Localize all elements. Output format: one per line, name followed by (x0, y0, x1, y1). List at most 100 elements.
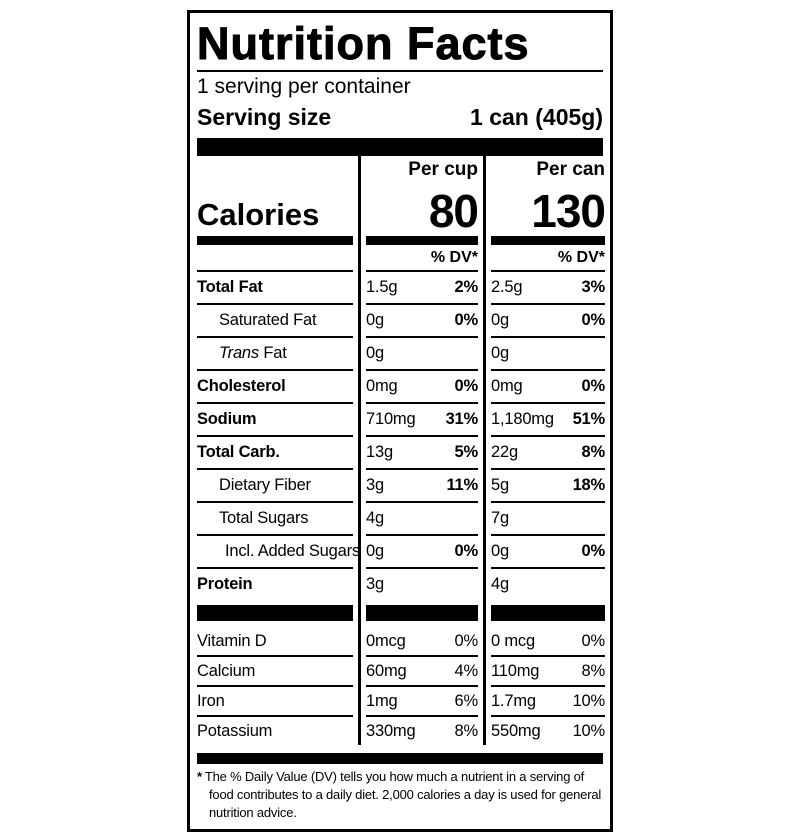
amount: 0mg (491, 377, 523, 395)
amount: 4g (366, 509, 384, 527)
vitamin-value-row: 550mg 10% (491, 715, 605, 745)
nutrient-name-row: Sodium (197, 402, 353, 435)
column-per-can: Per can 130 % DV* 2.5g 3% 0g 0% 0g 0mg 0% 1… (483, 156, 610, 745)
title-divider (197, 70, 603, 72)
amount: 710mg (366, 410, 416, 428)
section-bar-row (366, 600, 478, 627)
daily-value: 0% (454, 631, 479, 650)
amount: 1.5g (366, 278, 398, 296)
amount: 0g (366, 542, 384, 560)
column-nutrient-names: Calories Total Fat Saturated Fat Trans F… (190, 156, 360, 745)
vitamin-name: Calcium (197, 661, 256, 680)
nutrient-value-row: 13g 5% (366, 435, 478, 468)
dv-header-spacer (197, 245, 353, 270)
nutrient-name: Sodium (197, 410, 257, 428)
nutrient-name: Saturated Fat (219, 311, 317, 329)
amount: 110mg (491, 661, 540, 680)
nutrient-name-row: Protein (197, 567, 353, 600)
daily-value: 3% (581, 278, 606, 296)
vitamin-value-row: 330mg 8% (366, 715, 478, 745)
label-footer: * The % Daily Value (DV) tells you how mu… (190, 753, 610, 829)
daily-value: 10% (572, 721, 606, 740)
nutrient-value-row: 1.5g 2% (366, 270, 478, 303)
nutrient-value-row: 0g 0% (491, 534, 605, 567)
amount: 0g (366, 311, 384, 329)
amount: 330mg (366, 721, 416, 740)
daily-value: 2% (454, 278, 479, 296)
amount: 3g (366, 575, 384, 593)
amount: 7g (491, 509, 509, 527)
nutrient-value-row: 7g (491, 501, 605, 534)
nutrient-name-rest: Fat (258, 344, 287, 362)
amount: 1mg (366, 691, 398, 710)
column-per-cup: Per cup 80 % DV* 1.5g 2% 0g 0% 0g 0mg 0% 71… (358, 156, 483, 745)
footnote: * The % Daily Value (DV) tells you how mu… (197, 764, 603, 822)
daily-value: 0% (454, 377, 479, 395)
nutrient-value-row: 710mg 31% (366, 402, 478, 435)
amount: 0g (491, 344, 509, 362)
daily-value: 0% (581, 542, 606, 560)
nutrition-facts-label: Nutrition Facts 1 serving per container … (187, 10, 613, 832)
nutrient-value-row: 0g (491, 336, 605, 369)
nutrient-name-row: Total Carb. (197, 435, 353, 468)
section-bar-row (491, 600, 605, 627)
nutrient-value-row: 0g 0% (491, 303, 605, 336)
calories-underbar (197, 236, 353, 245)
vitamin-name: Iron (197, 691, 225, 710)
footnote-text: The % Daily Value (DV) tells you how muc… (204, 769, 602, 820)
vitamin-value-row: 110mg 8% (491, 655, 605, 685)
serving-size-label: Serving size (197, 104, 332, 130)
vitamin-value-row: 60mg 4% (366, 655, 478, 685)
nutrient-name: Total Sugars (219, 509, 309, 527)
nutrient-name: Trans Fat (197, 344, 287, 363)
calories-block-per-cup: Per cup 80 % DV* (366, 156, 479, 270)
nutrient-name: Total Fat (197, 278, 263, 296)
nutrient-name: Protein (197, 575, 253, 593)
amount: 0mcg (366, 631, 406, 650)
label-title: Nutrition Facts (197, 18, 530, 70)
amount: 1.7mg (491, 691, 536, 710)
servings-per-container: 1 serving per container (197, 75, 411, 98)
calories-per-can-value: 130 (531, 185, 606, 237)
nutrient-value-row: 3g 11% (366, 468, 478, 501)
per-cup-header: Per cup (408, 159, 478, 180)
amount: 3g (366, 476, 384, 494)
calories-per-cup-value: 80 (428, 185, 479, 237)
serving-size-value: 1 can (405g) (470, 104, 603, 130)
nutrient-columns: Calories Total Fat Saturated Fat Trans F… (190, 156, 610, 745)
daily-value: 8% (581, 661, 606, 680)
amount: 5g (491, 476, 509, 494)
section-bar (197, 605, 353, 621)
nutrient-name-row: Total Sugars (197, 501, 353, 534)
daily-value: 0% (581, 631, 606, 650)
amount: 13g (366, 443, 393, 461)
vitamin-value-row: 1mg 6% (366, 685, 478, 715)
amount: 0mg (366, 377, 398, 395)
nutrient-name-row: Incl. Added Sugars (197, 534, 360, 567)
daily-value: 18% (572, 476, 606, 494)
nutrient-value-row: 0mg 0% (491, 369, 605, 402)
nutrient-name: Cholesterol (197, 377, 286, 395)
nutrient-value-row: 2.5g 3% (491, 270, 605, 303)
daily-value: 6% (454, 691, 479, 710)
amount: 22g (491, 443, 518, 461)
daily-value: 8% (454, 721, 479, 740)
calories-head-spacer (197, 156, 353, 181)
section-bar (366, 605, 478, 621)
nutrient-value-row: 5g 18% (491, 468, 605, 501)
nutrient-value-row: 0g 0% (366, 534, 478, 567)
daily-value: 0% (454, 542, 479, 560)
vitamin-name-row: Potassium (197, 715, 353, 745)
nutrient-name-row: Saturated Fat (197, 303, 353, 336)
section-bar-bottom (197, 753, 603, 764)
amount: 60mg (366, 661, 407, 680)
amount: 2.5g (491, 278, 523, 296)
daily-value: 31% (445, 410, 479, 428)
vitamin-value-row: 0mcg 0% (366, 627, 478, 655)
daily-value: 10% (572, 691, 606, 710)
nutrient-name-italic: Trans (219, 344, 259, 362)
section-bar-top (197, 138, 603, 156)
daily-value: 4% (454, 661, 479, 680)
vitamin-name: Potassium (197, 721, 273, 740)
serving-size-row: Serving size 1 can (405g) (197, 102, 603, 138)
